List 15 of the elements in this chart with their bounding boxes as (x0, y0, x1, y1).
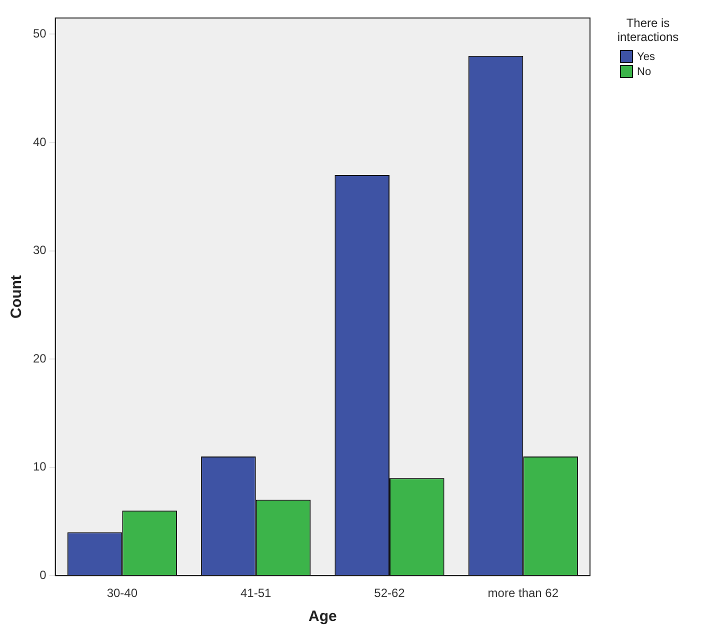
y-tick-label: 50 (32, 26, 47, 41)
y-tick-label: 0 (40, 568, 47, 582)
y-tick-label: 30 (32, 243, 47, 258)
y-tick-label: 40 (32, 134, 47, 149)
x-axis-title: Age (308, 608, 337, 626)
x-tick-label: more than 62 (488, 586, 559, 600)
x-tick-label: 52-62 (374, 586, 406, 600)
legend-label: No (637, 66, 652, 78)
y-tick-label: 10 (32, 460, 47, 474)
x-tick-label: 30-40 (106, 586, 138, 600)
y-axis-title: Count (8, 275, 26, 318)
legend-label: Yes (637, 50, 655, 62)
legend-title: There is interactions (616, 16, 680, 44)
y-tick-label: 20 (32, 351, 47, 366)
x-tick-label: 41-51 (240, 586, 272, 600)
